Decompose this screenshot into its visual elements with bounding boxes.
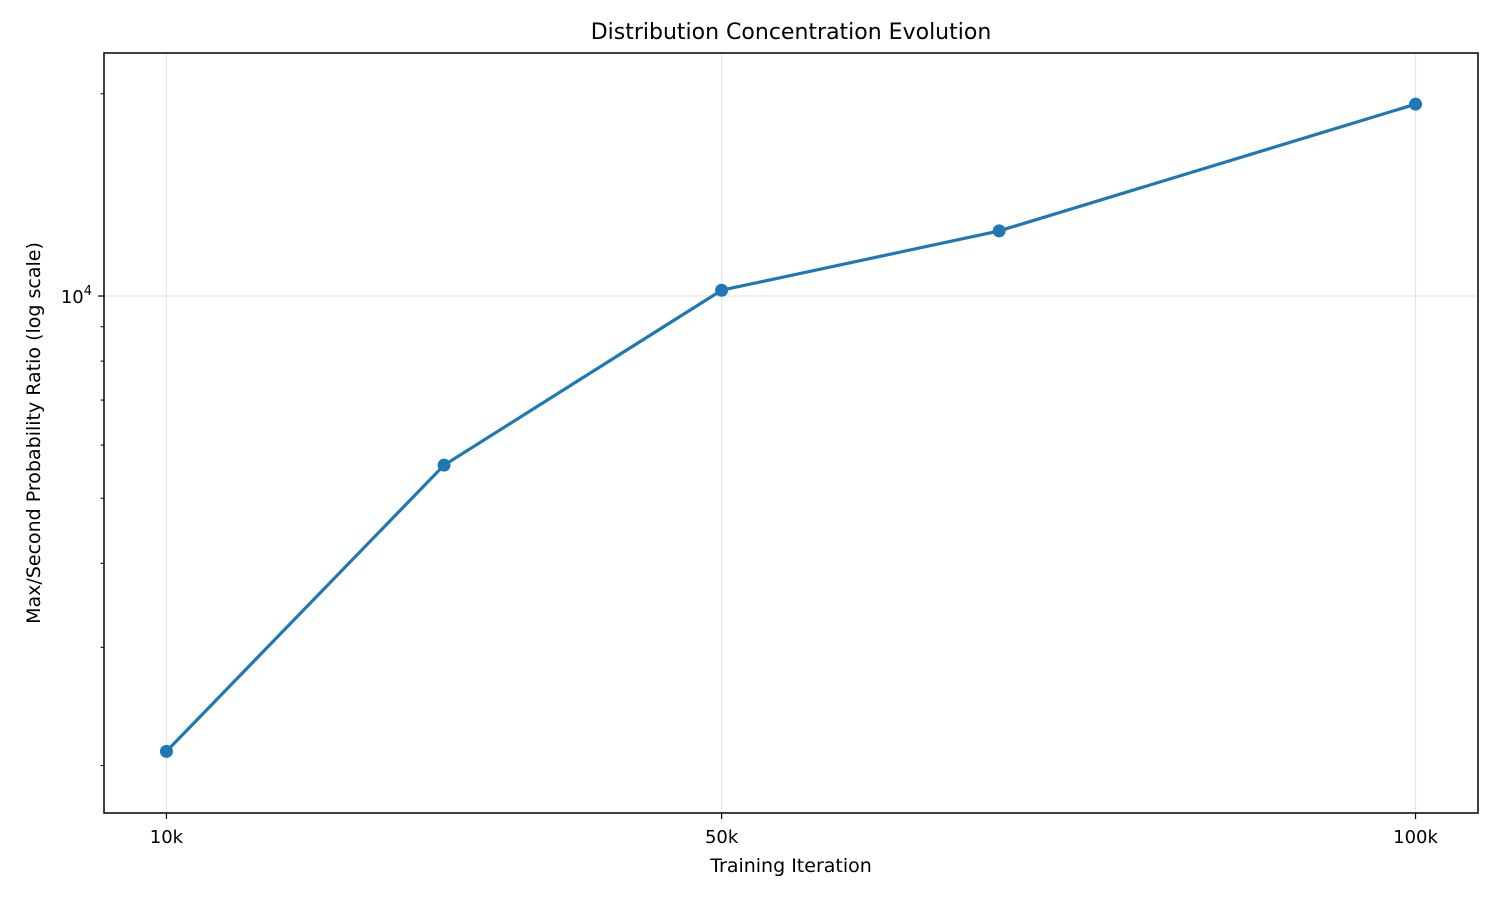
x-tick-label: 50k	[705, 827, 739, 848]
x-tick-label: 100k	[1393, 827, 1438, 848]
plot-frame	[103, 52, 1479, 814]
data-point	[437, 458, 451, 472]
y-tick-base: 10	[61, 287, 84, 308]
grid-lines	[104, 53, 1478, 813]
chart-title: Distribution Concentration Evolution	[591, 20, 992, 45]
y-axis-label: Max/Second Probability Ratio (log scale)	[23, 242, 45, 624]
x-tick-label: 10k	[150, 827, 184, 848]
y-tick-label: 104	[61, 284, 92, 308]
series-line	[164, 102, 1418, 753]
x-axis-label: Training Iteration	[709, 855, 872, 877]
data-point	[715, 283, 729, 297]
y-axis-ticks: 104	[61, 284, 104, 308]
data-point	[992, 224, 1006, 238]
data-point	[1409, 97, 1423, 111]
series-layer	[159, 97, 1423, 758]
x-axis-ticks: 10k 50k 100k	[150, 813, 1439, 848]
y-tick-exponent: 4	[84, 284, 92, 299]
data-point	[159, 744, 173, 758]
